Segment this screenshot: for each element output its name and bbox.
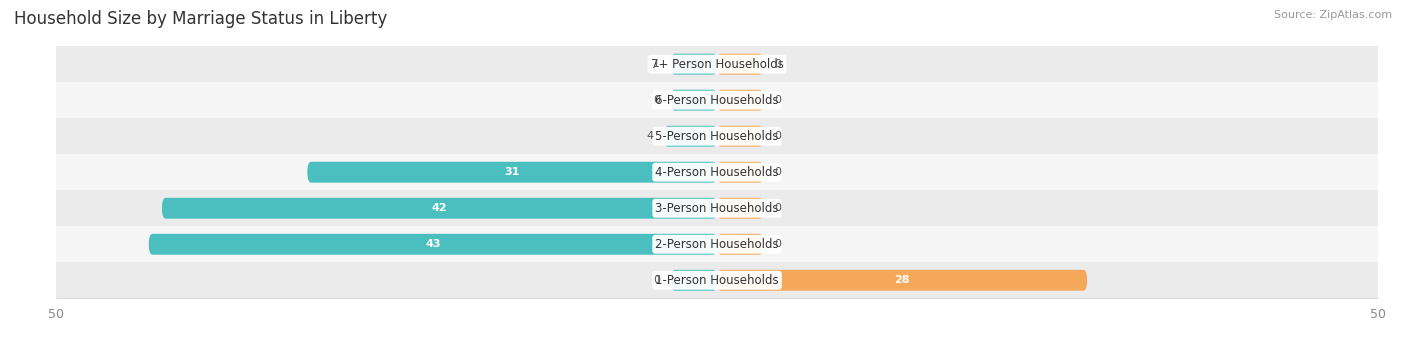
FancyBboxPatch shape <box>717 234 763 255</box>
FancyBboxPatch shape <box>717 162 763 183</box>
Text: 43: 43 <box>425 239 440 249</box>
Text: 5-Person Households: 5-Person Households <box>655 130 779 143</box>
Text: 4: 4 <box>647 131 654 141</box>
FancyBboxPatch shape <box>308 162 717 183</box>
Bar <box>56 46 1378 82</box>
Text: 0: 0 <box>773 59 780 69</box>
FancyBboxPatch shape <box>162 198 717 219</box>
Bar <box>56 118 1378 154</box>
Text: 0: 0 <box>773 131 780 141</box>
FancyBboxPatch shape <box>717 270 1087 291</box>
Text: 6-Person Households: 6-Person Households <box>655 94 779 107</box>
FancyBboxPatch shape <box>717 126 763 147</box>
Text: Household Size by Marriage Status in Liberty: Household Size by Marriage Status in Lib… <box>14 10 387 28</box>
Bar <box>56 262 1378 298</box>
Text: 31: 31 <box>505 167 520 177</box>
FancyBboxPatch shape <box>664 126 717 147</box>
Bar <box>56 190 1378 226</box>
FancyBboxPatch shape <box>671 54 717 75</box>
Text: 1: 1 <box>654 59 661 69</box>
Text: 0: 0 <box>773 95 780 105</box>
FancyBboxPatch shape <box>671 90 717 110</box>
FancyBboxPatch shape <box>149 234 717 255</box>
Text: 7+ Person Households: 7+ Person Households <box>651 58 783 71</box>
Text: 0: 0 <box>773 203 780 213</box>
FancyBboxPatch shape <box>717 54 763 75</box>
Bar <box>56 154 1378 190</box>
Bar <box>56 226 1378 262</box>
Text: 42: 42 <box>432 203 447 213</box>
Text: Source: ZipAtlas.com: Source: ZipAtlas.com <box>1274 10 1392 20</box>
FancyBboxPatch shape <box>717 90 763 110</box>
Text: 2-Person Households: 2-Person Households <box>655 238 779 251</box>
Text: 0: 0 <box>773 167 780 177</box>
Bar <box>56 82 1378 118</box>
Text: 3-Person Households: 3-Person Households <box>655 202 779 215</box>
FancyBboxPatch shape <box>671 270 717 291</box>
Text: 1-Person Households: 1-Person Households <box>655 274 779 287</box>
Text: 4-Person Households: 4-Person Households <box>655 166 779 179</box>
Text: 0: 0 <box>654 95 661 105</box>
Text: 28: 28 <box>894 275 910 285</box>
Text: 0: 0 <box>773 239 780 249</box>
FancyBboxPatch shape <box>717 198 763 219</box>
Text: 0: 0 <box>654 275 661 285</box>
